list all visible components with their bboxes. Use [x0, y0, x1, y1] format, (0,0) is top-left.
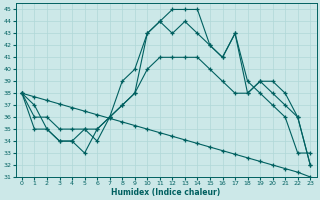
X-axis label: Humidex (Indice chaleur): Humidex (Indice chaleur) — [111, 188, 221, 197]
